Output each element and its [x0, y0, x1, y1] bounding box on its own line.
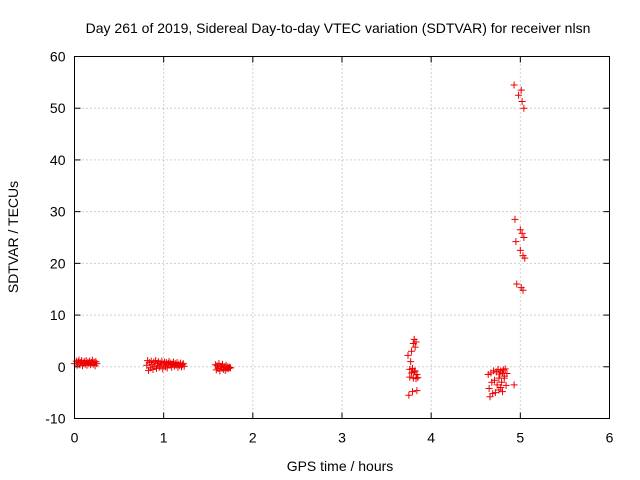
data-point	[485, 385, 493, 393]
x-tick-label: 4	[427, 430, 435, 446]
data-point	[412, 338, 420, 346]
data-point	[503, 370, 511, 378]
data-point	[511, 215, 519, 223]
data-point	[225, 364, 233, 372]
y-tick-label: 0	[58, 359, 66, 375]
data-point	[155, 363, 163, 371]
data-point	[517, 86, 525, 94]
data-point	[519, 286, 527, 294]
data-point	[413, 371, 421, 379]
data-point	[83, 361, 91, 369]
data-point	[180, 362, 188, 370]
y-tick-label: 40	[50, 152, 66, 168]
data-point	[178, 361, 186, 369]
y-axis-label: SDTVAR / TECUs	[5, 181, 21, 293]
data-point	[516, 226, 524, 234]
data-point	[501, 365, 509, 373]
data-point	[510, 81, 518, 89]
data-point	[406, 373, 414, 381]
data-point	[499, 369, 506, 377]
data-point	[93, 360, 101, 368]
data-point	[518, 97, 526, 105]
data-point	[499, 366, 507, 374]
data-point	[174, 363, 182, 371]
data-point	[520, 234, 528, 241]
data-point	[493, 381, 501, 389]
data-point	[154, 358, 162, 366]
x-tick-label: 0	[71, 430, 79, 446]
data-point	[510, 381, 518, 389]
y-tick-label: 30	[50, 204, 66, 220]
x-tick-label: 2	[249, 430, 257, 446]
y-tick-label: 60	[50, 49, 66, 65]
y-tick-label: 10	[50, 307, 66, 323]
data-point	[521, 254, 529, 262]
x-axis-label: GPS time / hours	[287, 458, 394, 474]
data-point	[414, 374, 422, 382]
data-point	[413, 387, 421, 395]
data-point	[498, 378, 506, 386]
x-tick-label: 1	[160, 430, 168, 446]
data-point	[404, 351, 412, 359]
data-point	[411, 343, 419, 351]
data-point	[516, 246, 524, 254]
data-point	[497, 383, 505, 391]
plot-frame	[74, 56, 610, 419]
data-point	[405, 391, 413, 399]
data-point	[515, 91, 523, 99]
grid-lines	[74, 56, 610, 419]
data-point	[212, 366, 220, 374]
data-point	[499, 388, 506, 396]
data-point	[408, 388, 416, 396]
data-point	[150, 358, 158, 366]
data-point	[520, 104, 528, 112]
data-points	[71, 81, 529, 401]
data-point	[407, 358, 415, 366]
data-point	[227, 364, 235, 372]
data-point	[211, 361, 219, 369]
data-point	[513, 280, 521, 288]
data-point	[221, 366, 229, 374]
data-point	[518, 229, 526, 237]
x-tick-label: 6	[606, 430, 614, 446]
data-point	[411, 367, 419, 375]
data-point	[165, 358, 173, 366]
data-point	[216, 367, 224, 375]
data-point	[408, 347, 416, 355]
chart-title: Day 261 of 2019, Sidereal Day-to-day VTE…	[86, 20, 591, 36]
data-point	[161, 358, 169, 366]
data-point	[171, 360, 179, 368]
axis-ticks: 0 1 2 3 4 5 6 -10 0 10 20 30 40 50 60	[45, 49, 613, 446]
data-point	[226, 363, 234, 371]
data-point	[502, 381, 510, 389]
x-tick-label: 5	[516, 430, 524, 446]
y-tick-label: 20	[50, 255, 66, 271]
data-point	[149, 365, 157, 373]
data-point	[490, 376, 498, 384]
y-tick-label: -10	[45, 411, 65, 427]
data-point	[412, 375, 420, 383]
data-point	[512, 238, 520, 246]
data-point	[491, 389, 499, 397]
y-tick-label: 50	[50, 100, 66, 116]
x-tick-label: 3	[338, 430, 346, 446]
